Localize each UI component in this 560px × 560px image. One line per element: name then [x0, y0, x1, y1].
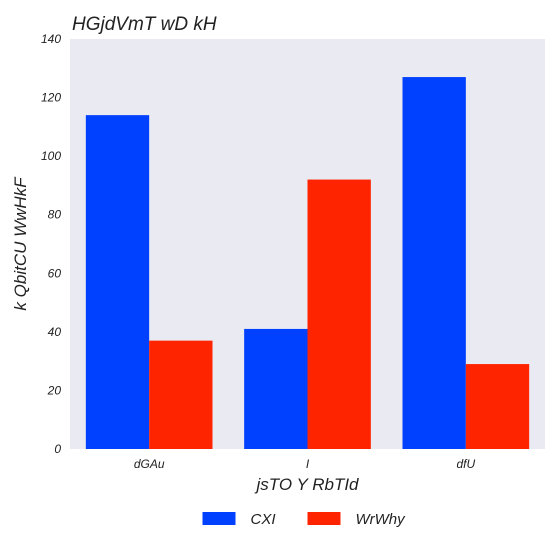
y-axis-label: k QbitCU WwHkF — [11, 176, 30, 311]
chart-title: HGjdVmT wD kH — [72, 14, 217, 35]
y-tick-label: 40 — [48, 325, 62, 339]
bar-CXI-dGAu — [85, 115, 150, 450]
bar-WrWhy-dGAu — [149, 340, 213, 449]
legend-swatch-WrWhy — [307, 512, 341, 525]
y-tick-label: 120 — [41, 91, 61, 105]
x-tick-label: I — [306, 457, 310, 471]
y-tick-label: 140 — [41, 32, 61, 46]
bar-WrWhy-I — [307, 179, 371, 450]
legend: CXI WrWhy — [202, 511, 407, 528]
y-axis-ticks: 0 20 40 60 80 100 120 140 — [41, 32, 61, 456]
y-tick-label: 0 — [54, 442, 61, 456]
legend-label-CXI: CXI — [251, 511, 276, 528]
x-tick-label: dGAu — [134, 457, 165, 471]
y-tick-label: 20 — [47, 383, 62, 397]
bar-CXI-dfU — [402, 77, 466, 450]
y-tick-label: 100 — [41, 149, 61, 163]
x-tick-label: dfU — [456, 457, 475, 471]
bar-WrWhy-dfU — [465, 364, 530, 449]
x-axis-label: jsTO Y RbTId — [254, 475, 359, 494]
bars-group — [85, 77, 530, 450]
bar-CXI-I — [244, 328, 308, 449]
legend-label-WrWhy: WrWhy — [356, 511, 407, 528]
y-tick-label: 80 — [48, 208, 62, 222]
y-tick-label: 60 — [48, 266, 62, 280]
legend-swatch-CXI — [202, 512, 236, 525]
